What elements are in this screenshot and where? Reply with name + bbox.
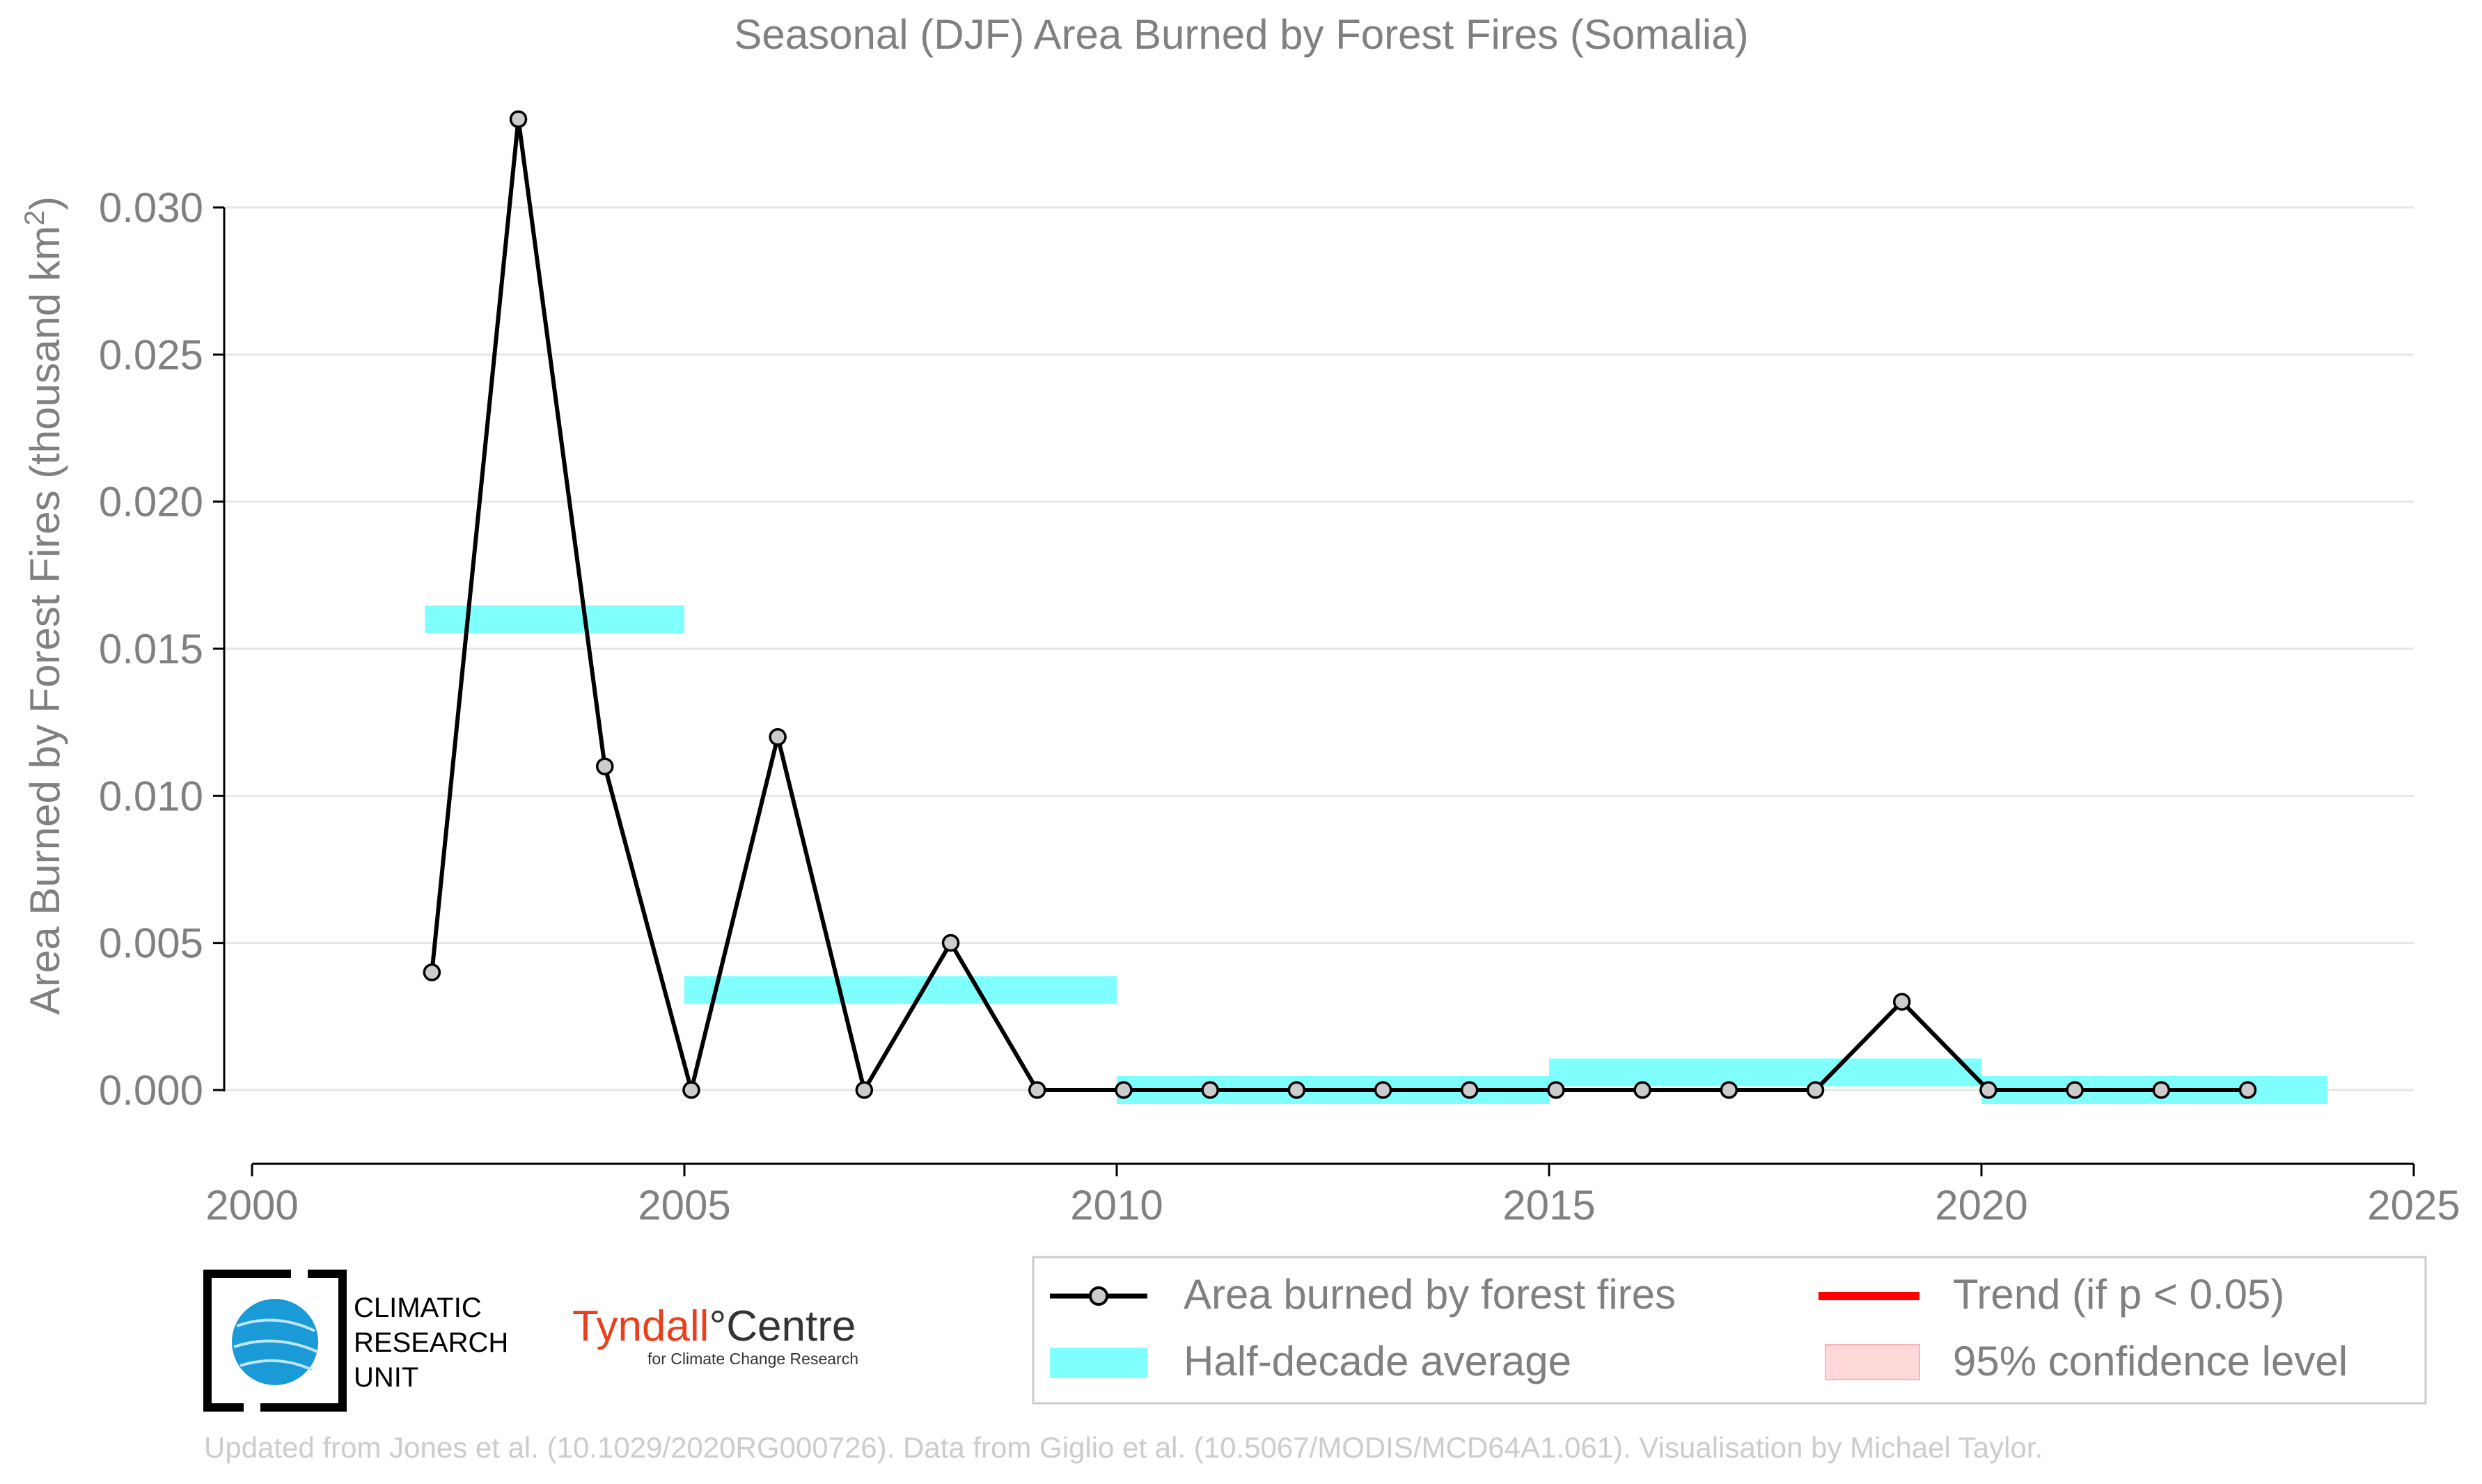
- legend-swatch-confidence: [1825, 1344, 1920, 1380]
- half-decade-bands: [425, 605, 2327, 1104]
- y-tick-label: 0.005: [99, 920, 203, 967]
- data-point: [1633, 1081, 1651, 1099]
- data-point: [1806, 1081, 1825, 1099]
- y-axis-label-main: Area Burned by Forest Fires (thousand km: [22, 226, 68, 1015]
- legend-label-confidence: 95% confidence level: [1953, 1338, 2348, 1384]
- x-tick-label: 2000: [205, 1182, 298, 1229]
- data-point: [1287, 1081, 1306, 1099]
- data-point: [941, 933, 960, 952]
- legend-swatch-trend: [1819, 1292, 1919, 1300]
- cru-globe-lines: [233, 1318, 318, 1371]
- data-point: [423, 963, 441, 981]
- legend-label-series: Area burned by forest fires: [1184, 1271, 1676, 1318]
- half-decade-band: [425, 605, 684, 633]
- cru-text-line1: CLIMATIC: [354, 1293, 482, 1323]
- y-tick-label: 0.025: [99, 331, 203, 378]
- grid-lines: [224, 206, 2414, 1091]
- axes: [223, 207, 2414, 1165]
- chart-title: Seasonal (DJF) Area Burned by Forest Fir…: [734, 11, 1748, 58]
- y-axis-label: Area Burned by Forest Fires (thousand km…: [19, 196, 68, 1015]
- tyndall-logo: Tyndall°Centre for Climate Change Resear…: [572, 1302, 858, 1368]
- data-point: [769, 728, 787, 746]
- x-ticks: 2000 2005 2010 2015 2020 2025: [205, 1164, 2460, 1229]
- data-point: [1892, 993, 1911, 1011]
- data-point: [1460, 1081, 1479, 1099]
- data-point: [1547, 1081, 1565, 1099]
- y-tick-label: 0.000: [99, 1067, 203, 1114]
- data-point: [1374, 1081, 1392, 1099]
- data-point: [2238, 1081, 2257, 1099]
- legend-label-trend: Trend (if p < 0.05): [1953, 1271, 2284, 1318]
- series-line: [430, 118, 2248, 1096]
- legend-label-half-decade: Half-decade average: [1184, 1338, 1571, 1384]
- data-point: [1720, 1081, 1738, 1099]
- legend-box: [1032, 1256, 2427, 1405]
- data-point: [855, 1081, 874, 1099]
- tyndall-name-b: °Centre: [709, 1302, 856, 1350]
- x-tick-label: 2020: [1935, 1182, 2027, 1229]
- cru-text-line3: UNIT: [354, 1362, 418, 1393]
- legend-swatch-half-decade: [1050, 1348, 1147, 1378]
- data-point: [1115, 1081, 1133, 1099]
- data-point: [1201, 1081, 1219, 1099]
- y-tick-label: 0.015: [99, 626, 203, 672]
- half-decade-band: [684, 976, 1117, 1004]
- data-point: [1979, 1081, 1997, 1099]
- legend: Area burned by forest fires Trend (if p …: [1032, 1256, 2427, 1405]
- tyndall-sub: for Climate Change Research: [647, 1350, 858, 1368]
- x-tick-label: 2010: [1070, 1182, 1163, 1229]
- y-tick-label: 0.020: [99, 479, 203, 526]
- series-area-burned: [423, 110, 2257, 1099]
- tyndall-name-a: Tyndall: [572, 1302, 709, 1350]
- tyndall-name: Tyndall°Centre: [572, 1302, 856, 1350]
- data-point: [2152, 1081, 2171, 1099]
- cru-logo: CLIMATIC RESEARCH UNIT: [203, 1270, 508, 1412]
- y-ticks: 0.000 0.005 0.010 0.015 0.020 0.025 0.030: [99, 184, 224, 1114]
- data-point: [682, 1081, 700, 1099]
- footer-credit: Updated from Jones et al. (10.1029/2020R…: [204, 1431, 2043, 1464]
- data-point: [509, 110, 528, 128]
- x-tick-label: 2005: [638, 1182, 730, 1229]
- half-decade-band: [1549, 1058, 1981, 1087]
- x-tick-label: 2025: [2367, 1182, 2460, 1229]
- y-tick-label: 0.010: [99, 773, 203, 819]
- data-point: [595, 757, 614, 775]
- data-point: [2066, 1081, 2084, 1099]
- data-point: [1028, 1081, 1046, 1099]
- y-tick-label: 0.030: [99, 184, 203, 231]
- x-tick-label: 2015: [1502, 1182, 1595, 1229]
- legend-marker: [1089, 1286, 1108, 1306]
- y-axis-label-suffix: ): [22, 196, 68, 210]
- y-axis-label-superscript: 2: [19, 210, 50, 226]
- cru-logo-frame: [203, 1270, 347, 1412]
- cru-text-line2: RESEARCH: [354, 1327, 508, 1358]
